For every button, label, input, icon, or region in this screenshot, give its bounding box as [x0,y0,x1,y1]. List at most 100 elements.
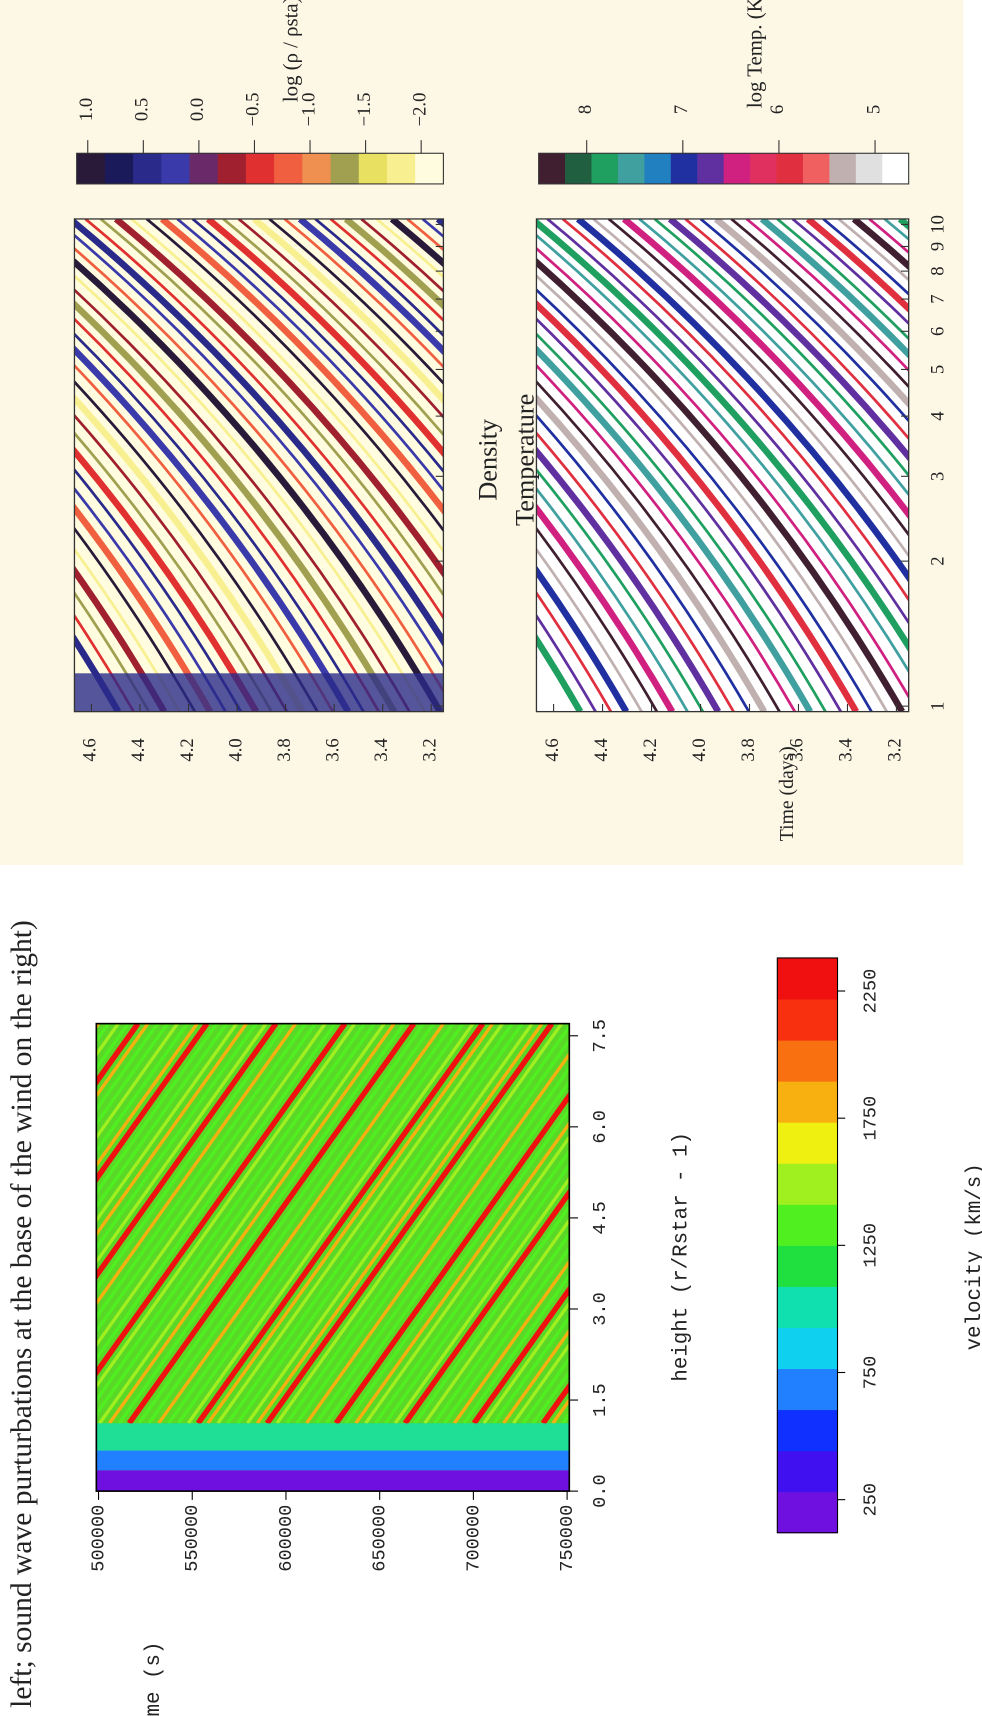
heatmap-streak [536,299,859,712]
heatmap-streak [145,218,444,533]
colorbar-segment [76,153,106,184]
heatmap-streak [443,1245,570,1425]
colorbar-segment [330,153,360,184]
y-tick-label: 3.4 [371,738,392,762]
colorbar-frame [538,152,910,185]
colorbar-tick-label: 1750 [860,1096,881,1141]
colorbar-segment [302,153,332,184]
y-tick-label: 3.2 [420,738,441,761]
heatmap [96,1023,570,1492]
heatmap-streak [74,299,397,712]
x-tick-label: 5 [928,365,949,374]
heatmap-streak [433,1231,570,1425]
heatmap-streak [364,1134,570,1425]
heatmap-streak [822,218,909,296]
colorbar-tick-label: −0.5 [243,93,264,127]
colorbar-tick-label: −2.0 [409,93,430,127]
y-tick-label: 3.4 [836,738,857,762]
heatmap-streak [191,218,444,474]
heatmap-streak [117,1023,406,1425]
heatmap-streak [776,218,909,341]
heatmap-streak [536,413,751,712]
colorbar-segment [777,1163,838,1205]
colorbar-segment [274,153,303,184]
heatmap-streak [297,218,444,356]
heatmap-streak [536,526,659,712]
colorbar-segment [855,153,883,184]
heatmap-streak [205,218,444,458]
y-tick-label: 750000 [557,1505,578,1572]
x-tick-label: 3.0 [590,1292,611,1326]
heatmap-background [536,218,909,712]
x-tick-label: 4 [928,411,949,421]
heatmap-streak [96,1023,337,1362]
y-tick-label: 4.0 [225,738,246,761]
heatmap-streak [295,1037,570,1425]
heatmap-streak [74,257,443,712]
heatmap-streak [536,565,630,712]
heatmap-band [74,673,444,712]
y-axis-label: Time (days) [776,746,798,841]
heatmap-streak [96,1023,268,1265]
heatmap-streak [305,1051,570,1425]
heatmap-streak [96,1023,288,1293]
heatmap-streak [607,218,909,537]
colorbar-segment [777,1040,838,1082]
heatmap-streak [236,1023,524,1425]
heatmap-streak [413,1203,570,1425]
colorbar-segment [829,153,857,184]
heatmap-streak [226,1023,514,1425]
colorbar-segment [591,153,619,184]
heatmap-streak [575,218,909,584]
heatmap-streak [74,413,289,712]
y-tick-label: 700000 [463,1505,484,1572]
colorbar-tick-label: 7 [671,105,692,114]
heatmap-streak [283,218,444,369]
heatmap-streak [74,467,243,712]
heatmap-streak [354,1120,570,1425]
heatmap-streak [251,218,444,405]
heatmap-streak [402,1187,570,1425]
heatmap-streak [730,218,909,389]
y-tick-label: 4.4 [591,738,612,762]
heatmap-streak [805,218,909,314]
heatmap-streak [759,218,909,360]
heatmap-streak [237,218,444,420]
heatmap-streak [157,1023,445,1425]
heatmap-streak [96,1023,210,1184]
y-tick-label: 500000 [88,1505,109,1572]
heatmap-streak [512,1342,570,1425]
heatmap-streak [462,1272,570,1425]
heatmap-streak [471,1284,570,1425]
heatmap-streak [74,446,260,712]
heatmap-streak [74,233,444,669]
heatmap-streak [74,288,411,712]
heatmap-streak [546,218,909,626]
colorbar-segment [777,1491,838,1534]
heatmap-streak [536,467,705,712]
heatmap-streak [536,274,888,712]
heatmap-streak [343,218,444,311]
panel-title: Density [474,418,503,501]
colorbar-label: velocity (km/s) [964,1163,982,1350]
heatmap-streak [536,363,797,712]
colorbar-label: log (ρ / ρsta) [280,0,303,102]
heatmap-streak [74,613,135,712]
heatmap-streak [492,1314,570,1425]
colorbar-segment [565,153,593,184]
colorbar-segment [538,153,566,184]
heatmap [74,218,444,712]
heatmap-streak [126,1023,417,1425]
y-tick-label: 4.2 [640,738,661,761]
x-axis-label: height (r/Rstar - 1) [670,1132,693,1382]
colorbar-segment [697,153,725,184]
heatmap-streak [561,218,909,603]
colorbar-segment [217,153,247,184]
heatmap-streak [222,218,444,437]
heatmap-streak [536,317,842,712]
heatmap-streak [502,1328,570,1425]
colorbar-tick-label: 250 [860,1483,881,1517]
y-tick-label: 3.8 [274,738,295,761]
colorbar-tick-label: 5 [863,105,884,114]
heatmap-streak [246,1023,534,1425]
